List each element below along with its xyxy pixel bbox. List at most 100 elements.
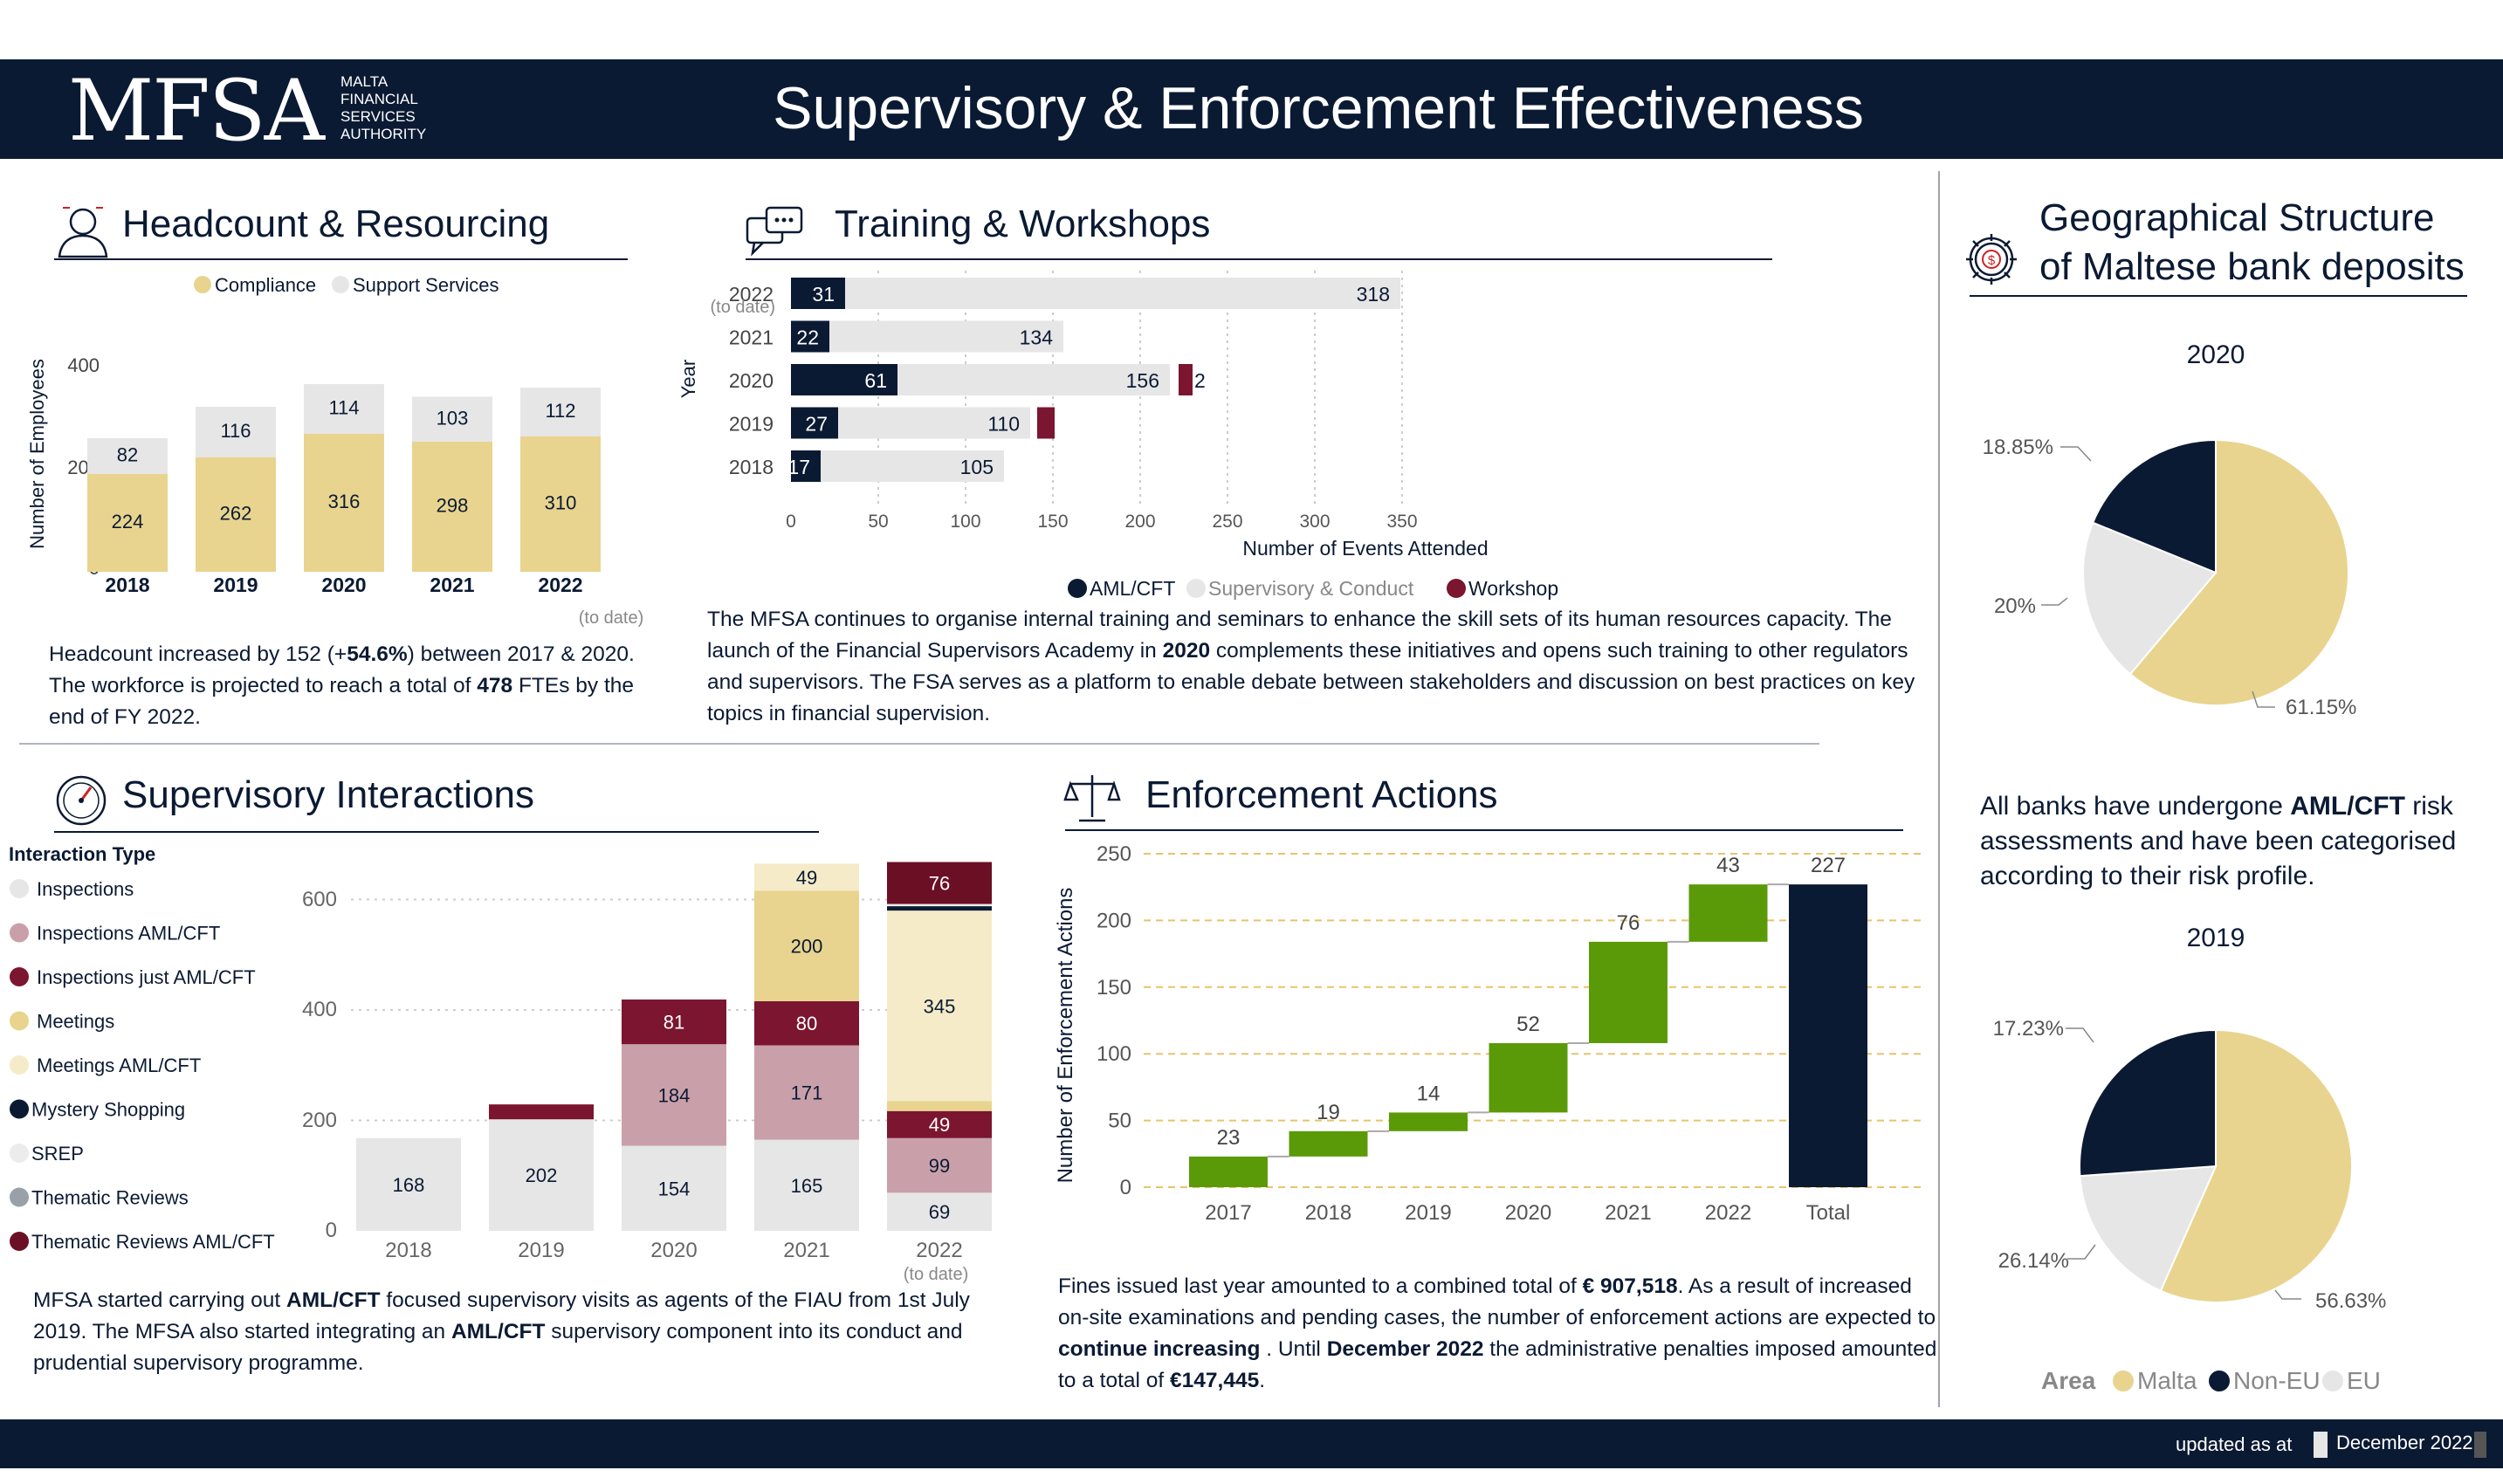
x-tick-label: 2020 <box>1505 1201 1551 1225</box>
x-tick-label: 2021 <box>783 1239 829 1262</box>
bar-value-label: 298 <box>437 495 469 517</box>
desc-text: MFSA started carrying out <box>33 1288 287 1312</box>
bar-compliance <box>412 442 492 572</box>
legend-label-eu: EU <box>2347 1367 2381 1394</box>
legend-dot <box>10 1055 29 1075</box>
enforcement-chart: Number of Enforcement Actions 250 200 150 1… <box>1054 842 1921 1225</box>
headcount-description: Headcount increased by 152 (+54.6%) betw… <box>49 639 660 733</box>
desc-text: . <box>1259 1369 1266 1392</box>
legend-label: Meetings AML/CFT <box>37 1055 201 1076</box>
bar-value-label: 156 <box>1126 369 1159 392</box>
bar-increase <box>1688 884 1768 942</box>
desc-text: the administrative penalties imposed amo… <box>1058 1337 1937 1392</box>
logo-subtitle: MALTA FINANCIAL SERVICES AUTHORITY <box>340 73 426 143</box>
vertical-divider <box>1938 171 1940 1407</box>
legend-label-support: Support Services <box>353 274 499 296</box>
bar-aml <box>791 320 829 353</box>
legend-dot-supervisory <box>1186 579 1206 598</box>
legend-label: Mystery Shopping <box>31 1099 185 1121</box>
bar-segment <box>754 1000 859 1046</box>
bar-supervisory <box>791 450 1004 482</box>
desc-bold: €147,445 <box>1170 1369 1260 1392</box>
x-tick-label: 50 <box>868 512 888 532</box>
headcount-title: Headcount & Resourcing <box>122 203 550 245</box>
y-tick-label: 100 <box>1097 1042 1131 1066</box>
legend-dot-compliance <box>194 276 211 293</box>
bar-segment <box>489 1104 594 1120</box>
x-tick-label: 200 <box>1124 512 1155 532</box>
bar-support <box>87 438 168 474</box>
training-xlabel: Number of Events Attended <box>1242 537 1488 560</box>
x-tick-label: 2021 <box>430 574 474 596</box>
legend-title: Area <box>2041 1367 2096 1394</box>
training-title: Training & Workshops <box>835 203 1211 245</box>
logo-sub-line: MALTA <box>340 73 389 90</box>
x-tick-label: 300 <box>1299 512 1330 532</box>
legend-label: Inspections AML/CFT <box>37 923 220 945</box>
desc-text: Fines issued last year amounted to a com… <box>1058 1274 1583 1298</box>
bar-value-label: 17 <box>787 456 810 478</box>
legend-label: Meetings <box>37 1011 114 1033</box>
y-tick-label: 50 <box>1108 1110 1131 1133</box>
bar-segment <box>489 1119 594 1231</box>
enforcement-description: Fines issued last year amounted to a com… <box>1058 1271 1940 1397</box>
bar-segment <box>887 906 992 911</box>
bar-value-label: 114 <box>328 397 359 419</box>
footer-bar <box>0 1419 2503 1468</box>
bar-value-label: 200 <box>791 936 823 958</box>
bar-value-label: 262 <box>220 503 252 525</box>
logo-sub-line: AUTHORITY <box>340 126 427 142</box>
bar-value-label: 43 <box>1716 854 1740 877</box>
bar-segment <box>887 1101 992 1111</box>
y-tick-label: 0 <box>1120 1176 1131 1199</box>
scales-icon <box>1063 775 1121 822</box>
bar-value-label: 31 <box>812 283 835 306</box>
legend-dot-aml <box>1068 579 1087 598</box>
x-tick-label: 2020 <box>650 1239 697 1262</box>
y-tick: 400 <box>67 354 100 376</box>
training-ylabel: Year <box>677 360 699 398</box>
bar-value-label: 80 <box>796 1013 817 1034</box>
pie-value-label: 18.85% <box>1983 436 2053 459</box>
bar-value-label: 112 <box>545 400 575 422</box>
legend-label-non-eu: Non-EU <box>2233 1367 2321 1394</box>
to-date-note: (to date) <box>711 298 775 317</box>
bar-value-label: 76 <box>929 873 950 895</box>
bar-value-label: 49 <box>796 867 817 889</box>
pie-value-label: 61.15% <box>2286 696 2356 719</box>
desc-text: complements these initiatives and opens … <box>707 639 1915 725</box>
legend-dot-non-eu <box>2209 1371 2230 1391</box>
legend-label: Inspections just AML/CFT <box>37 966 256 988</box>
bar-value-label: 23 <box>1217 1126 1241 1150</box>
logo-sub-line: SERVICES <box>340 108 416 125</box>
bar-support <box>520 388 601 436</box>
gauge-icon <box>56 775 107 826</box>
bar-workshop <box>1037 407 1055 439</box>
desc-bold: 478 <box>477 674 513 697</box>
bar-value-label: 22 <box>796 326 819 349</box>
bar-value-label: 310 <box>545 492 577 514</box>
legend-dot <box>10 1187 29 1207</box>
bar-compliance <box>196 457 276 572</box>
legend-dot <box>10 1099 29 1119</box>
legend-dot-workshop <box>1447 579 1466 598</box>
legend-label: SREP <box>31 1143 84 1165</box>
bar-segment <box>754 863 859 891</box>
legend-dot <box>10 879 29 898</box>
bar-increase <box>1589 941 1668 1043</box>
bar-value-label: 99 <box>929 1155 950 1177</box>
legend-label: Thematic Reviews <box>31 1187 189 1209</box>
desc-text: ) between 2017 & 2020. The workforce is … <box>49 642 635 697</box>
desc-text: FTEs by the end of FY 2022. <box>49 674 635 729</box>
x-tick-label: 2018 <box>385 1239 431 1262</box>
x-tick-label: Total <box>1806 1201 1851 1225</box>
pie-leader-line <box>2041 597 2068 606</box>
x-tick-label: 2019 <box>213 574 258 596</box>
desc-bold: 54.6% <box>347 642 408 666</box>
bar-value-label: 61 <box>864 369 887 392</box>
geo-title-line: of Maltese bank deposits <box>2039 245 2465 288</box>
interactions-title: Supervisory Interactions <box>122 773 534 816</box>
legend-label-compliance: Compliance <box>215 274 316 296</box>
bar-value-label: 345 <box>924 995 956 1017</box>
